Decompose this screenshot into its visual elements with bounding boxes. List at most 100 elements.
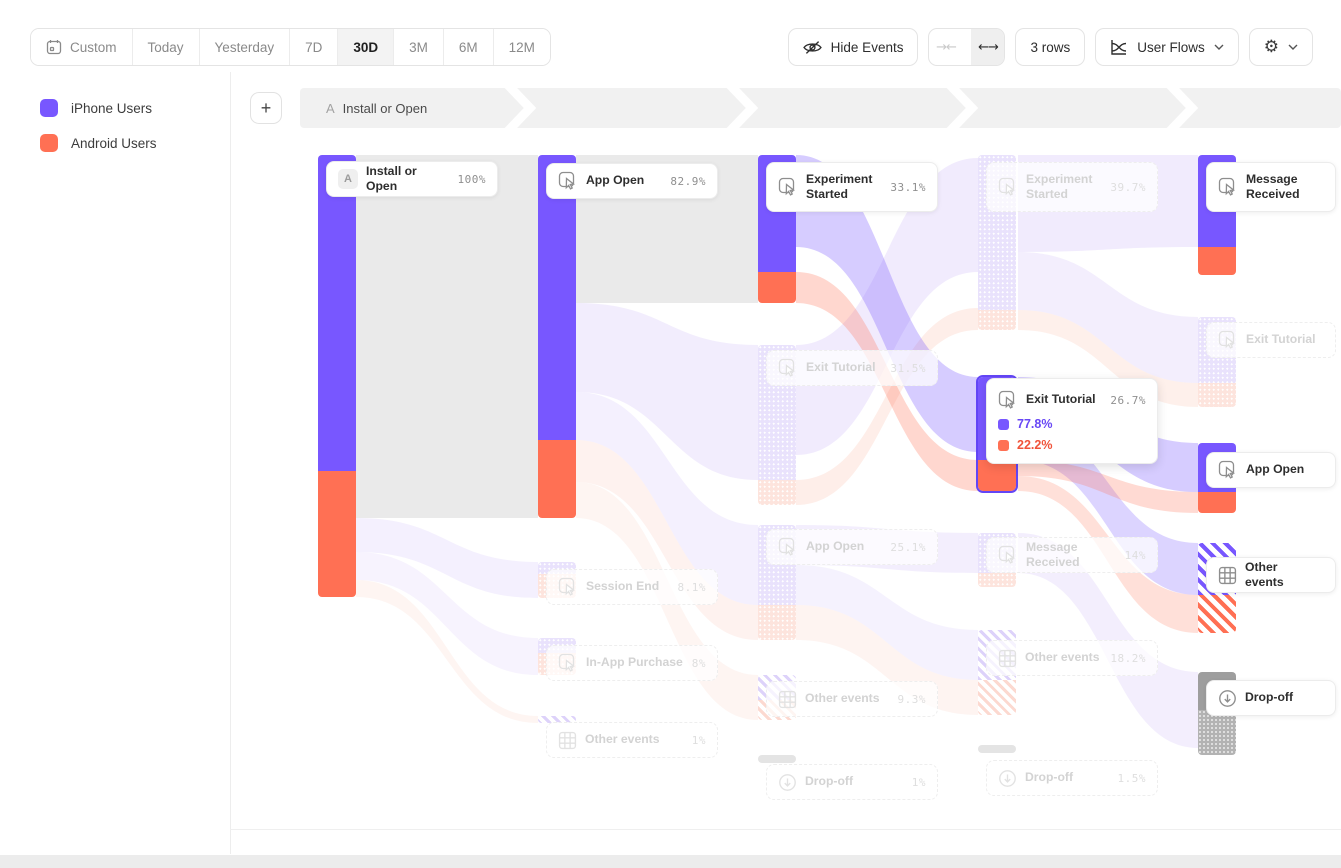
- add-step-button[interactable]: +: [250, 92, 282, 124]
- iphone-users-swatch: [40, 99, 58, 117]
- node-card-in-app-purchase-col2[interactable]: In-App Purchase 8%: [546, 645, 718, 681]
- date-range-label: Yesterday: [214, 39, 275, 55]
- user-flows-icon: [1110, 39, 1128, 55]
- bar-segment-purpleFaded: [758, 345, 796, 480]
- click-event-icon: [778, 177, 798, 197]
- rows-label: 3 rows: [1030, 39, 1071, 55]
- node-label: Message Received: [1246, 171, 1300, 201]
- drop-off-icon: [1218, 689, 1237, 708]
- node-label: Experiment Started: [806, 171, 873, 201]
- node-card-other-events-col2[interactable]: Other events 1%: [546, 722, 718, 758]
- node-card-other-events-col4[interactable]: Other events 18.2%: [986, 640, 1158, 676]
- date-range-30d[interactable]: 30D: [337, 29, 394, 65]
- breadcrumb-step-1[interactable]: A Install or Open: [326, 88, 427, 128]
- node-card-install-or-open-col1[interactable]: A Install or Open 100%: [326, 161, 498, 197]
- node-percentage: 14%: [1124, 548, 1146, 562]
- node-card-experiment-started-col4[interactable]: Experiment Started 39.7%: [986, 162, 1158, 212]
- bar-segment-purple: [318, 155, 356, 471]
- node-label: Experiment Started: [1026, 171, 1093, 201]
- click-event-icon: [558, 577, 578, 597]
- letter-a-badge: A: [338, 169, 358, 189]
- node-card-other-events-col5[interactable]: Other events: [1206, 557, 1336, 593]
- settings-button[interactable]: ⚙: [1248, 28, 1313, 66]
- step-label: Install or Open: [342, 100, 428, 116]
- node-bar-other-events-col2[interactable]: [538, 716, 576, 723]
- node-label: Drop-off: [1025, 770, 1074, 785]
- date-range-label: 30D: [353, 39, 379, 55]
- node-card-app-open-col2[interactable]: App Open 82.9%: [546, 163, 718, 199]
- bar-segment-pinkFaded: [978, 310, 1016, 330]
- node-percentage: 33.1%: [890, 180, 926, 194]
- click-event-icon: [1218, 460, 1238, 480]
- date-range-12m[interactable]: 12M: [492, 29, 550, 65]
- node-card-exit-tutorial-col5[interactable]: Exit Tutorial: [1206, 322, 1336, 358]
- node-percentage: 8.1%: [677, 580, 706, 594]
- node-card-session-end-col2[interactable]: Session End 8.1%: [546, 569, 718, 605]
- grid-icon: [778, 690, 797, 709]
- iphone-users-label: iPhone Users: [71, 100, 153, 116]
- flow-ribbon: [576, 303, 758, 480]
- node-label: Drop-off: [1245, 690, 1294, 705]
- legend-item-iphone[interactable]: iPhone Users: [40, 99, 152, 117]
- flow-ribbon: [576, 440, 758, 640]
- date-range-group: Custom Today Yesterday 7D 30D 3M 6M 12M: [30, 28, 551, 66]
- node-label: App Open: [806, 539, 865, 554]
- bar-segment-orange: [758, 272, 796, 303]
- date-range-7d[interactable]: 7D: [289, 29, 338, 65]
- node-card-message-received-col4[interactable]: Message Received 14%: [986, 537, 1158, 573]
- expand-collapse-group: →← ←→: [928, 28, 1006, 66]
- date-range-custom[interactable]: Custom: [31, 29, 132, 65]
- node-percentage: 39.7%: [1110, 180, 1146, 194]
- collapse-columns-button[interactable]: →←: [936, 39, 957, 55]
- hide-events-button[interactable]: Hide Events: [787, 28, 919, 66]
- tooltip-android-row: 22.2%: [998, 438, 1146, 452]
- node-label: App Open: [586, 173, 645, 188]
- view-selector[interactable]: User Flows: [1095, 28, 1239, 66]
- horizontal-scrollbar[interactable]: [0, 855, 1341, 868]
- node-label: In-App Purchase: [586, 655, 683, 670]
- node-card-drop-off-col3[interactable]: Drop-off 1%: [766, 764, 938, 800]
- node-bar-app-open-col2[interactable]: [538, 155, 576, 518]
- flow-ribbon: [796, 565, 978, 680]
- node-card-exit-tutorial-col4[interactable]: Exit Tutorial 26.7% 77.8% 22.2%: [986, 378, 1158, 464]
- flow-ribbon: [356, 580, 538, 723]
- node-bar-drop-off-col3[interactable]: [758, 755, 796, 763]
- node-percentage: 31.5%: [890, 361, 926, 375]
- node-percentage: 1%: [911, 775, 926, 789]
- node-card-message-received-col5[interactable]: Message Received: [1206, 162, 1336, 212]
- node-label: Install or Open: [366, 163, 417, 193]
- node-label: Other events: [805, 691, 880, 706]
- sidebar-divider: [230, 72, 231, 854]
- date-range-today[interactable]: Today: [131, 29, 199, 65]
- node-bar-exit-tutorial-col3[interactable]: [758, 345, 796, 505]
- node-card-app-open-col5[interactable]: App Open: [1206, 452, 1336, 488]
- rows-button[interactable]: 3 rows: [1015, 28, 1086, 66]
- node-card-experiment-started-col3[interactable]: Experiment Started 33.1%: [766, 162, 938, 212]
- node-label: Exit Tutorial: [806, 360, 876, 375]
- legend-item-android[interactable]: Android Users: [40, 134, 157, 152]
- node-bar-drop-off-col4[interactable]: [978, 745, 1016, 753]
- chart-bottom-border: [230, 829, 1341, 830]
- bar-segment-orange: [318, 471, 356, 597]
- bar-segment-orange: [978, 460, 1016, 491]
- node-label: App Open: [1246, 462, 1305, 477]
- node-card-drop-off-col5[interactable]: Drop-off: [1206, 680, 1336, 716]
- date-range-6m[interactable]: 6M: [442, 29, 493, 65]
- node-percentage: 8%: [691, 656, 706, 670]
- iphone-users-swatch: [998, 418, 1009, 430]
- date-range-label: Today: [147, 39, 184, 55]
- bar-segment-hatchOrange: [1198, 595, 1236, 633]
- node-card-exit-tutorial-col3[interactable]: Exit Tutorial 31.5%: [766, 350, 938, 386]
- tooltip-iphone-row: 77.8%: [998, 417, 1146, 431]
- tooltip-header: Exit Tutorial 26.7%: [998, 390, 1146, 410]
- node-card-drop-off-col4[interactable]: Drop-off 1.5%: [986, 760, 1158, 796]
- node-card-other-events-col3[interactable]: Other events 9.3%: [766, 681, 938, 717]
- bar-segment-grayDot: [1198, 710, 1236, 755]
- expand-columns-button[interactable]: ←→: [971, 29, 1005, 65]
- date-range-yesterday[interactable]: Yesterday: [198, 29, 290, 65]
- node-bar-install-or-open-col1[interactable]: [318, 155, 356, 597]
- step-breadcrumb-bar[interactable]: [300, 88, 1341, 128]
- node-card-app-open-col3[interactable]: App Open 25.1%: [766, 529, 938, 565]
- date-range-3m[interactable]: 3M: [393, 29, 443, 65]
- bar-segment-purple: [538, 155, 576, 440]
